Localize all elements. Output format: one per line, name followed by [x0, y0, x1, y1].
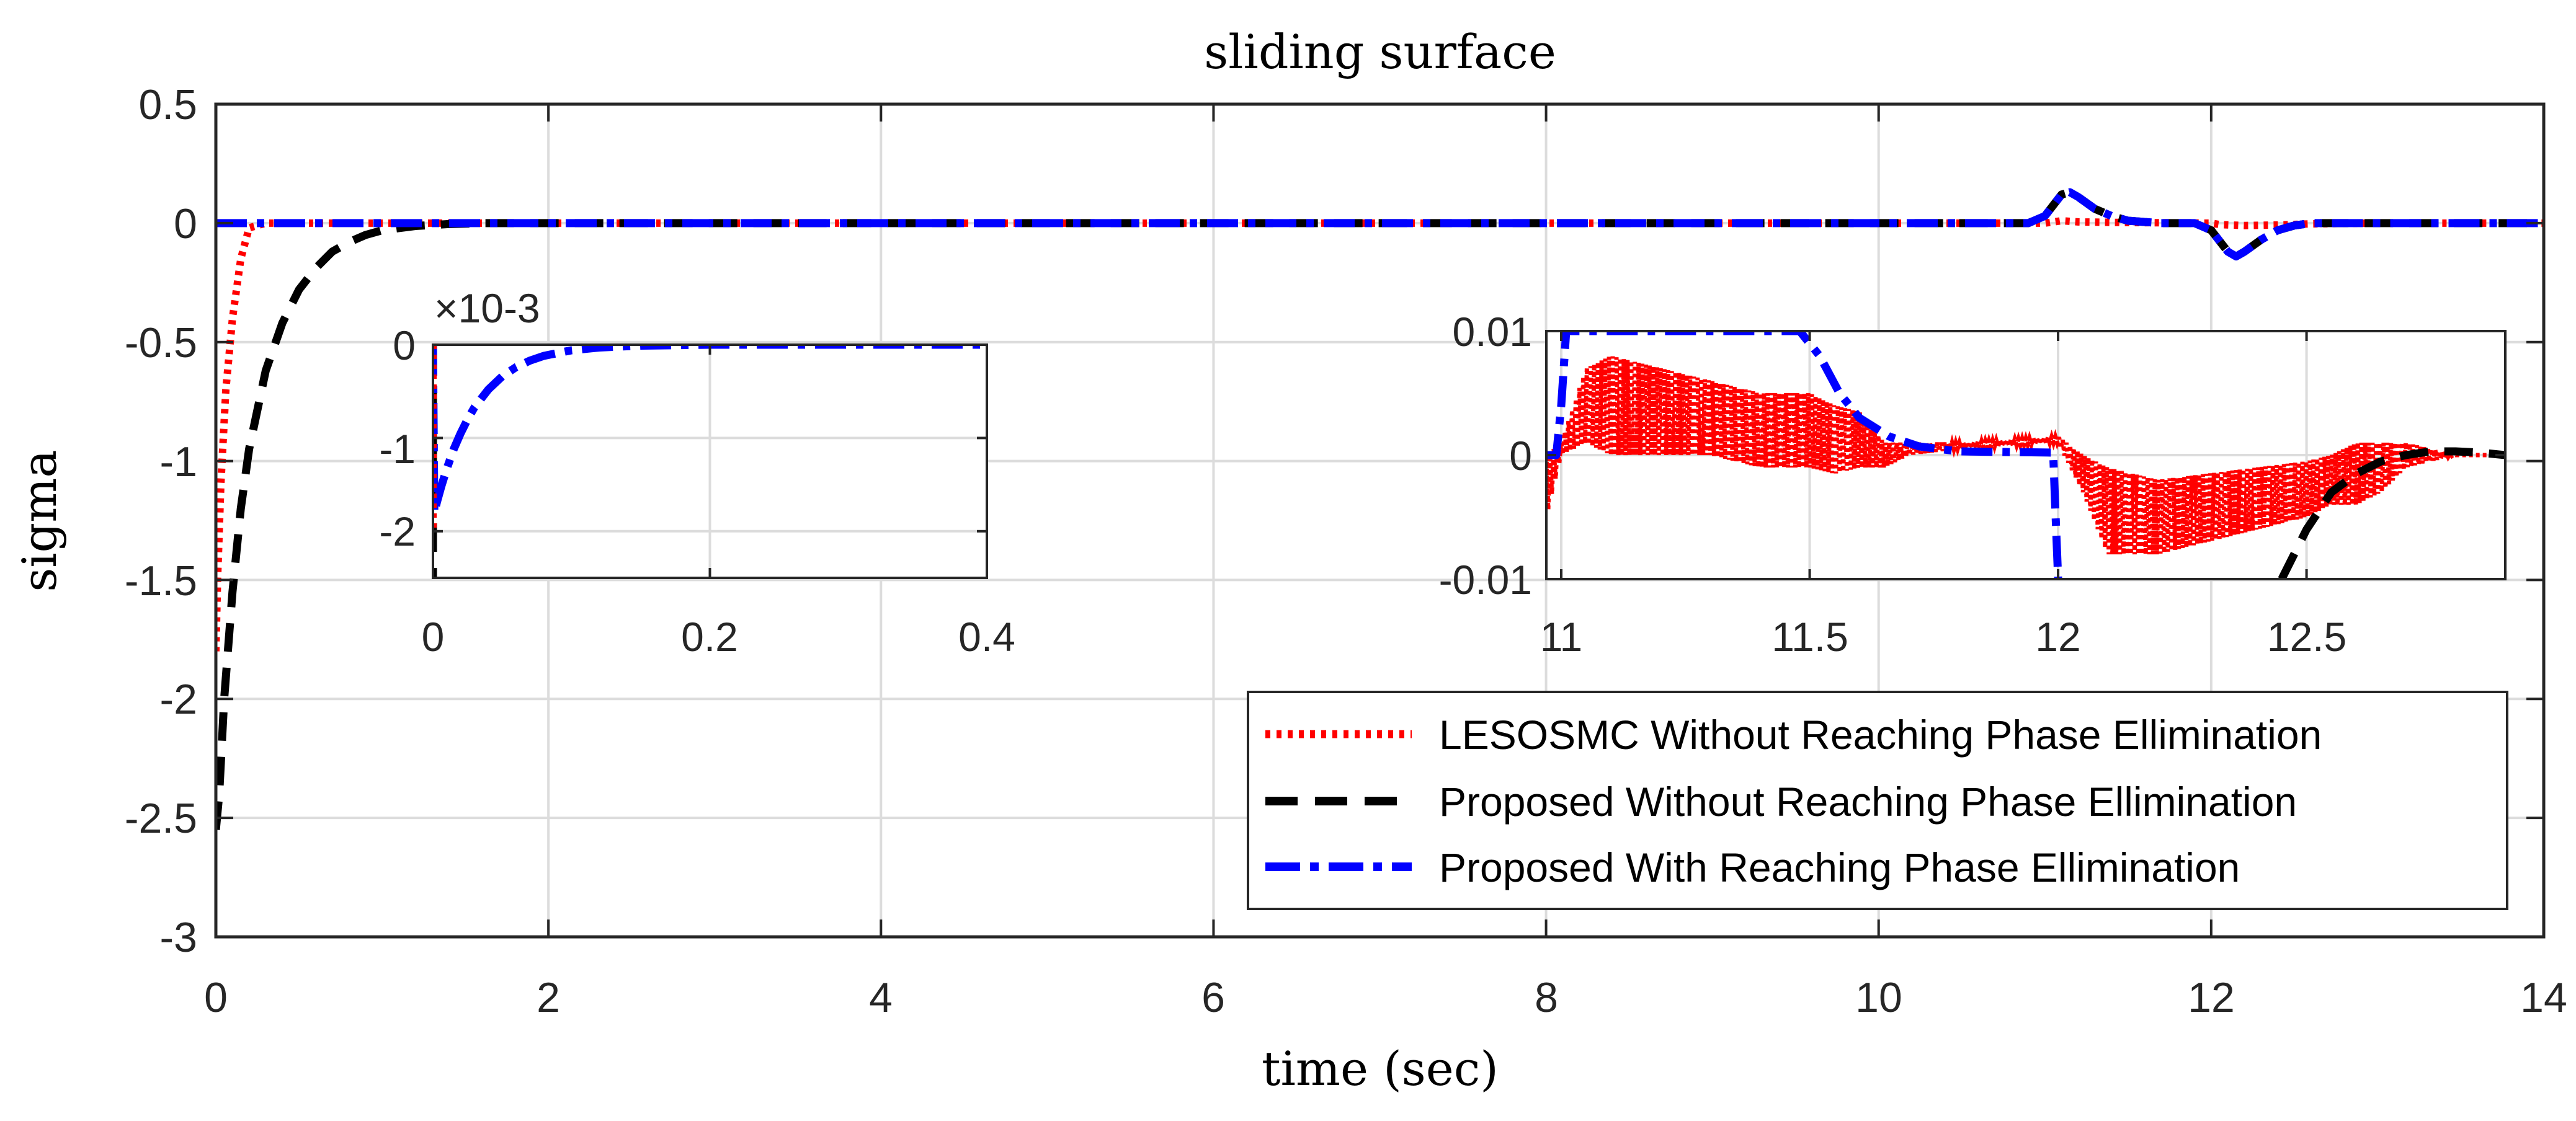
- x-tick-label: 8: [1535, 974, 1558, 1021]
- inset-a-gridlines: [433, 345, 987, 578]
- series-proposed-without-reaching-phase-ellimination: [2278, 447, 2505, 579]
- x-tick-label: 4: [869, 974, 893, 1021]
- inset-b-y-tick-label: 0.01: [1453, 309, 1532, 355]
- legend-label-proposed-with: Proposed With Reaching Phase Elliminatio…: [1439, 844, 2240, 890]
- x-tick-label: 2: [537, 974, 560, 1021]
- series-proposed-with-reaching-phase-ellimination: [216, 188, 2544, 261]
- y-axis-label: sigma: [12, 450, 67, 592]
- series-proposed-with-reaching-phase-ellimination: [1546, 331, 2062, 579]
- inset-b-y-tick-label: 0: [1509, 433, 1532, 479]
- y-tick-label: -1: [160, 438, 197, 485]
- inset-a-x-tick-label: 0.2: [681, 614, 738, 660]
- series-proposed-with-reaching-phase-ellimination: [433, 345, 987, 517]
- legend-label-proposed-without: Proposed Without Reaching Phase Ellimina…: [1439, 779, 2297, 825]
- main-axes-box: [214, 102, 2546, 939]
- main-tick-marks: [215, 103, 2545, 938]
- x-tick-label: 0: [204, 974, 228, 1021]
- inset-a-y-tick-label: -1: [379, 426, 416, 472]
- main-series-group: [216, 188, 2544, 830]
- inset-a-y-tick-label: 0: [393, 322, 416, 368]
- inset-b-x-tick-label: 12: [2035, 614, 2080, 660]
- inset-a-x-tick-label: 0: [422, 614, 445, 660]
- inset-b-x-tick-label: 11.5: [1772, 614, 1848, 660]
- y-tick-label: -3: [160, 914, 197, 961]
- y-tick-label: -1.5: [125, 557, 197, 605]
- x-tick-label: 10: [1855, 974, 1902, 1021]
- inset-a-tick-marks: [432, 343, 988, 578]
- inset-b-x-tick-label: 12.5: [2267, 614, 2346, 660]
- x-axis-label: time (sec): [1262, 1041, 1499, 1096]
- main-y-tick-labels: -3 -2.5 -2 -1.5 -1 -0.5 0 0.5: [125, 81, 197, 961]
- legend-box: [1247, 691, 2508, 910]
- y-tick-label: 0: [174, 200, 197, 247]
- x-tick-label: 14: [2520, 974, 2567, 1021]
- y-tick-label: -0.5: [125, 319, 197, 366]
- inset-b-tick-marks: [1546, 330, 2505, 580]
- inset-a-x-tick-label: 0.4: [958, 614, 1015, 660]
- chart-title: sliding surface: [1204, 24, 1556, 79]
- y-tick-label: -2: [160, 676, 197, 723]
- x-tick-label: 6: [1201, 974, 1225, 1021]
- inset-a-y-tick-label: -2: [379, 508, 416, 554]
- inset-b-x-tick-label: 11: [1540, 614, 1583, 660]
- y-tick-label: -2.5: [125, 795, 197, 842]
- inset-a-scale-label: ×10-3: [434, 285, 540, 331]
- main-x-tick-labels: 0 2 4 6 8 10 12 14: [204, 974, 2567, 1021]
- inset-b-y-tick-label: -0.01: [1439, 557, 1532, 603]
- x-tick-label: 12: [2188, 974, 2235, 1021]
- y-tick-label: 0.5: [138, 81, 197, 128]
- legend: LESOSMC Without Reaching Phase Elliminat…: [1247, 691, 2508, 910]
- inset-b-series-group: [1546, 331, 2505, 579]
- legend-label-lesosmc: LESOSMC Without Reaching Phase Elliminat…: [1439, 712, 2322, 758]
- inset-a-series-group: [433, 345, 987, 578]
